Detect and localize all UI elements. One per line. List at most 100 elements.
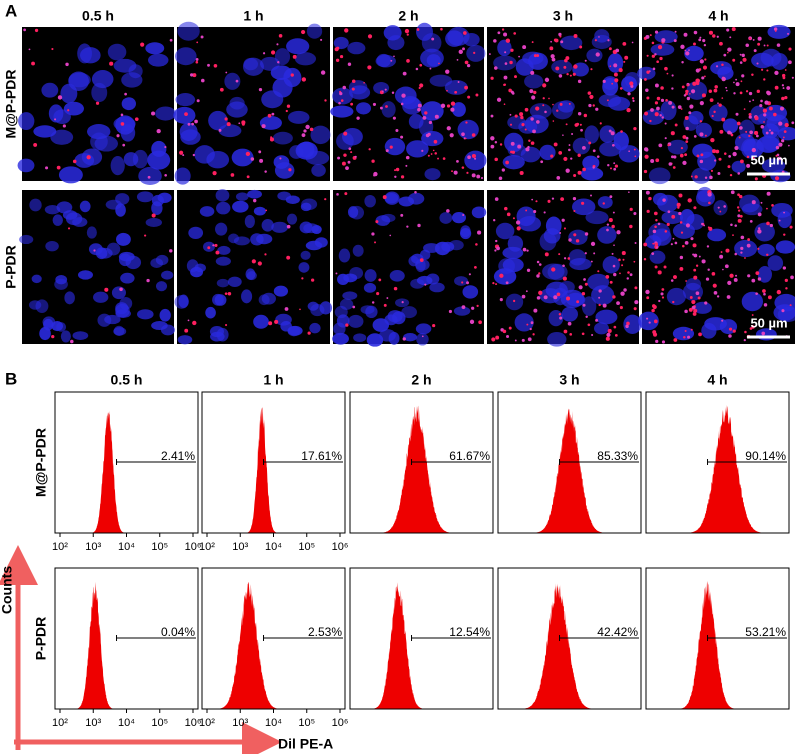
dot: [551, 197, 555, 200]
nucleus: [451, 211, 466, 224]
dot: [737, 218, 742, 223]
dot: [775, 154, 778, 157]
dot: [595, 318, 599, 322]
dot: [196, 41, 199, 44]
dot: [781, 96, 785, 101]
x-tick-label: 10²: [52, 541, 68, 553]
dot: [703, 75, 706, 78]
dot: [748, 134, 751, 137]
nucleus: [581, 296, 597, 316]
dot: [344, 192, 348, 196]
dot: [634, 286, 638, 290]
dot: [663, 265, 667, 269]
column-header: 3 h: [559, 372, 579, 388]
dot: [464, 85, 468, 90]
dot: [95, 101, 100, 105]
dot: [751, 278, 756, 283]
dot: [708, 201, 711, 205]
nucleus: [72, 331, 89, 340]
dot: [224, 292, 228, 295]
dot: [671, 214, 676, 219]
dot: [524, 128, 527, 131]
dot: [109, 61, 114, 66]
nucleus: [762, 132, 780, 151]
x-tick-label: 10⁵: [151, 541, 168, 553]
nucleus: [79, 200, 91, 213]
dot: [379, 106, 383, 110]
dot: [739, 91, 743, 95]
nucleus: [352, 244, 364, 257]
nucleus: [602, 256, 620, 274]
dot: [182, 154, 185, 157]
dot: [187, 319, 190, 322]
dot: [727, 165, 731, 169]
gate-percent: 85.33%: [597, 449, 638, 463]
dot: [562, 134, 564, 136]
dot: [782, 136, 785, 139]
dot: [626, 107, 631, 113]
nucleus: [637, 66, 656, 80]
dot: [530, 321, 534, 325]
dot: [698, 332, 702, 337]
dot: [268, 321, 273, 326]
dot: [335, 58, 340, 62]
nucleus: [451, 102, 466, 117]
dot: [619, 87, 623, 90]
dot: [629, 81, 634, 86]
dot: [766, 207, 768, 210]
micrograph: [19, 190, 175, 344]
nucleus: [392, 311, 406, 325]
nucleus: [147, 150, 171, 170]
nucleus: [253, 206, 266, 216]
nucleus: [54, 278, 68, 290]
dot: [581, 201, 585, 205]
dot: [678, 211, 682, 216]
dot: [467, 155, 471, 160]
dot: [694, 175, 698, 179]
dot: [406, 225, 409, 228]
dot: [284, 307, 289, 311]
dot: [737, 214, 741, 218]
dot: [517, 144, 522, 149]
column-header: 2 h: [398, 8, 418, 24]
dot: [670, 131, 675, 136]
nucleus: [19, 234, 34, 245]
dot: [267, 113, 272, 118]
dot: [715, 149, 720, 154]
x-tick-label: 10⁴: [118, 541, 135, 553]
dot: [580, 128, 583, 132]
dot: [550, 154, 554, 158]
nucleus: [599, 141, 622, 157]
dot: [654, 265, 658, 269]
dot: [748, 100, 751, 103]
dot: [735, 82, 740, 87]
dot: [780, 106, 784, 111]
dot: [744, 330, 747, 334]
micrograph: [174, 189, 333, 345]
dot: [782, 87, 785, 90]
dot: [120, 113, 124, 117]
dot: [607, 328, 612, 333]
nucleus: [618, 145, 640, 163]
dot: [522, 247, 527, 252]
x-tick-label: 10⁵: [151, 717, 168, 729]
dot: [654, 30, 659, 34]
dot: [774, 85, 779, 90]
nucleus: [777, 210, 792, 229]
dot: [719, 129, 724, 134]
dot: [218, 128, 222, 132]
x-tick-label: 10⁶: [185, 717, 202, 729]
dot: [729, 273, 734, 278]
dot: [514, 114, 518, 118]
dot: [285, 109, 288, 113]
dot: [578, 285, 583, 290]
nucleus: [363, 282, 377, 293]
dot: [556, 176, 561, 180]
dot: [119, 287, 123, 292]
dot: [525, 209, 528, 212]
dot: [461, 281, 464, 284]
dot: [730, 190, 735, 195]
nucleus: [74, 153, 95, 168]
dot: [712, 283, 717, 288]
column-header: 1 h: [263, 372, 283, 388]
